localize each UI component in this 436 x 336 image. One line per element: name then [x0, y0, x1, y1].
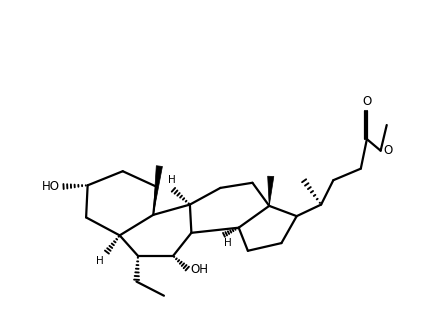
Text: OH: OH	[191, 263, 209, 276]
Text: O: O	[383, 144, 392, 157]
Polygon shape	[268, 176, 274, 206]
Text: H: H	[96, 256, 104, 266]
Text: HO: HO	[41, 180, 59, 193]
Text: H: H	[168, 175, 176, 185]
Polygon shape	[153, 166, 163, 215]
Text: H: H	[225, 238, 232, 248]
Text: O: O	[362, 95, 371, 108]
